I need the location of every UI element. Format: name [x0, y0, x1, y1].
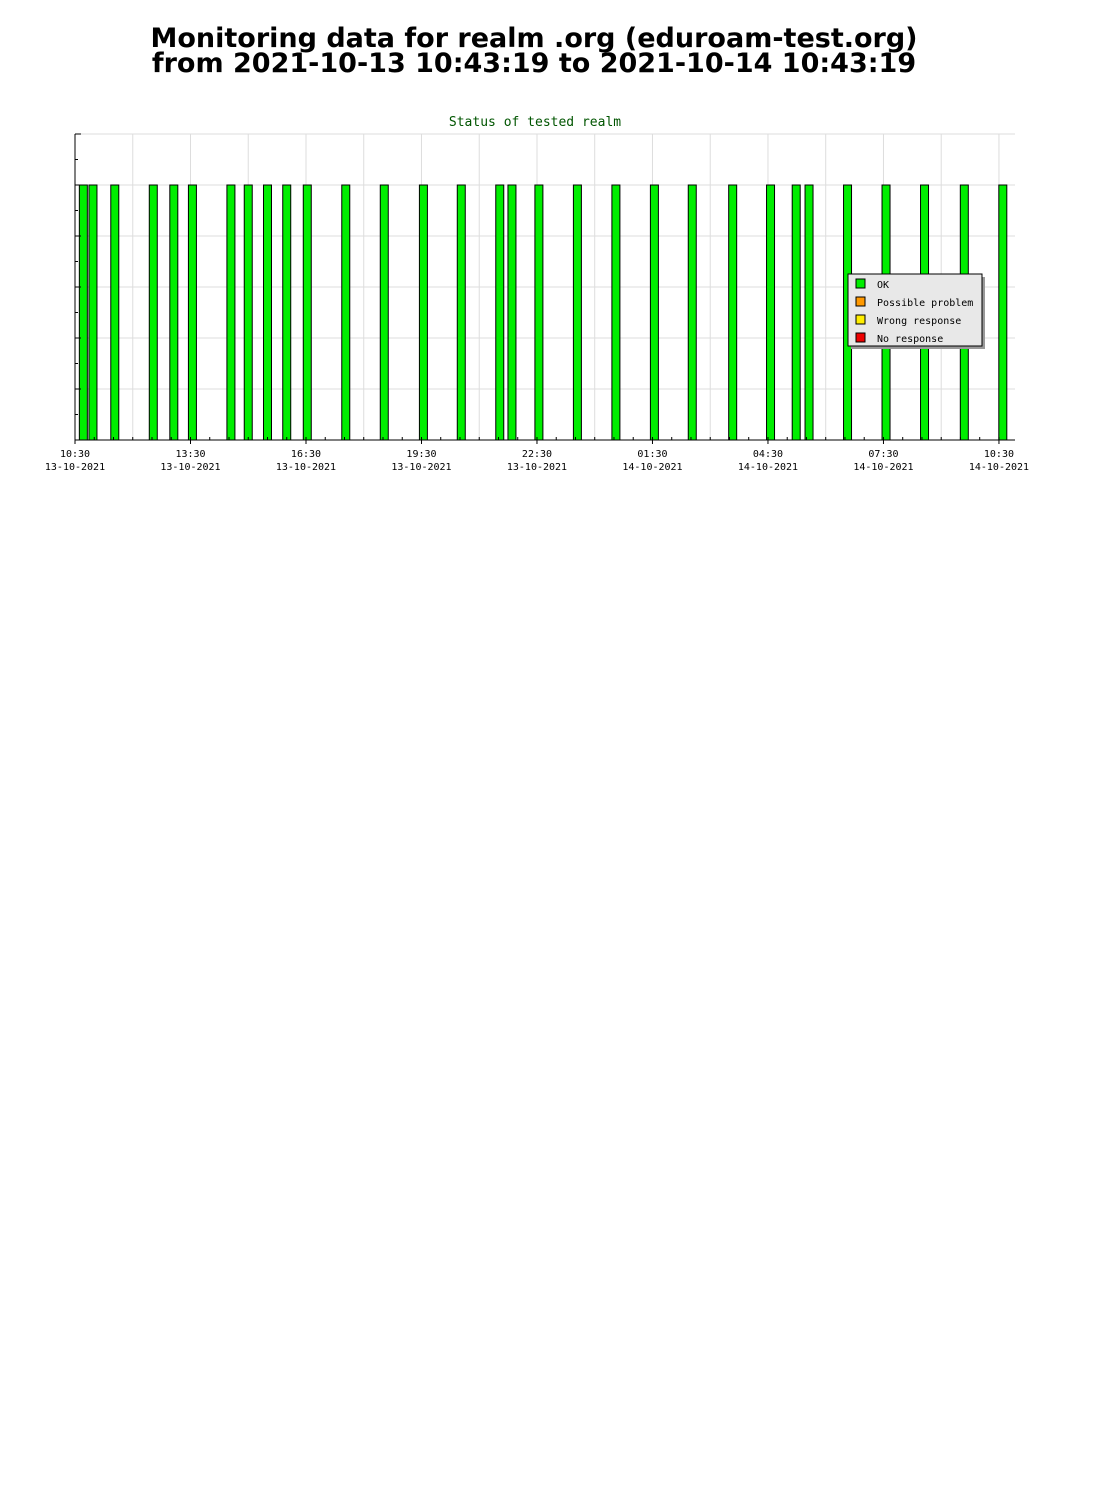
x-tick-label-time: 07:30: [868, 449, 898, 460]
legend: OK Possible problem Wrong response No respo…: [847, 273, 985, 349]
status-bar: [226, 184, 236, 441]
x-tick-label-time: 01:30: [637, 449, 667, 460]
x-tick-label-time: 04:30: [753, 449, 783, 460]
status-bar: [495, 184, 505, 441]
legend-box: [847, 273, 983, 347]
status-bar: [507, 184, 517, 441]
x-tick-label-time: 13:30: [175, 449, 205, 460]
status-bar: [728, 184, 738, 441]
status-bar: [302, 184, 312, 441]
x-tick-label-date: 14-10-2021: [738, 462, 798, 473]
status-bar: [456, 184, 466, 441]
legend-swatch: [855, 278, 866, 289]
x-tick-label-time: 16:30: [291, 449, 321, 460]
status-bar: [804, 184, 814, 441]
status-bar: [687, 184, 697, 441]
x-tick-label-time: 10:30: [984, 449, 1014, 460]
x-tick-label-time: 10:30: [60, 449, 90, 460]
status-bar: [148, 184, 158, 441]
status-bar: [262, 184, 272, 441]
status-bar: [418, 184, 428, 441]
legend-label: OK: [877, 280, 889, 291]
status-bar: [766, 184, 776, 441]
status-bar: [187, 184, 197, 441]
chart-title: Status of tested realm: [449, 115, 621, 130]
status-bar: [341, 184, 351, 441]
status-bar: [998, 184, 1008, 441]
x-tick-label-date: 14-10-2021: [622, 462, 682, 473]
legend-label: Wrong response: [877, 316, 961, 327]
status-bar: [379, 184, 389, 441]
page-subtitle: from 2021-10-13 10:43:19 to 2021-10-14 1…: [151, 48, 917, 79]
x-tick-label-time: 22:30: [522, 449, 552, 460]
page-title: Monitoring data for realm .org (eduroam-…: [150, 23, 918, 54]
x-tick-label-date: 13-10-2021: [45, 462, 105, 473]
legend-swatch: [855, 296, 866, 307]
x-tick-label-date: 13-10-2021: [507, 462, 567, 473]
status-bar: [88, 184, 98, 441]
status-bar: [534, 184, 544, 441]
x-tick-label-time: 19:30: [406, 449, 436, 460]
status-bar: [169, 184, 179, 441]
status-bar: [282, 184, 292, 441]
status-chart: Status of tested realm 10:30 13-10-2021 13…: [45, 115, 1029, 473]
x-tick-label-date: 13-10-2021: [276, 462, 336, 473]
x-tick-label-date: 14-10-2021: [853, 462, 913, 473]
status-bar: [649, 184, 659, 441]
legend-swatch: [855, 332, 866, 343]
legend-label: Possible problem: [877, 298, 973, 309]
status-bar: [78, 184, 88, 441]
status-bar: [110, 184, 120, 441]
status-bar: [243, 184, 253, 441]
legend-label: No response: [877, 334, 943, 345]
status-bar: [791, 184, 801, 441]
status-bar: [611, 184, 621, 441]
status-bar: [572, 184, 582, 441]
legend-swatch: [855, 314, 866, 325]
x-tick-label-date: 14-10-2021: [969, 462, 1029, 473]
axes: 10:30 13-10-2021 13:30 13-10-2021 16:30 13-10…: [45, 133, 1029, 473]
x-tick-label-date: 13-10-2021: [160, 462, 220, 473]
x-tick-label-date: 13-10-2021: [391, 462, 451, 473]
